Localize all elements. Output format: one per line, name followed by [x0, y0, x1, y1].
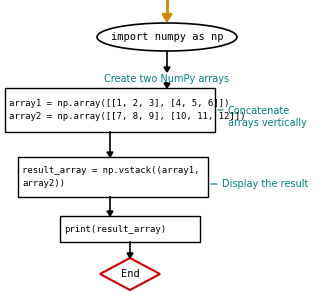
- Ellipse shape: [97, 23, 237, 51]
- FancyBboxPatch shape: [5, 88, 215, 132]
- Text: Concatenate
arrays vertically: Concatenate arrays vertically: [228, 106, 307, 128]
- Polygon shape: [164, 67, 170, 72]
- Polygon shape: [162, 14, 172, 22]
- Text: array1 = np.array([[1, 2, 3], [4, 5, 6]])
array2 = np.array([[7, 8, 9], [10, 11,: array1 = np.array([[1, 2, 3], [4, 5, 6]]…: [9, 99, 245, 121]
- Polygon shape: [107, 152, 113, 157]
- Polygon shape: [127, 253, 133, 258]
- Text: Display the result: Display the result: [222, 179, 308, 189]
- Polygon shape: [164, 83, 170, 88]
- Text: End: End: [121, 269, 139, 279]
- Text: Create two NumPy arrays: Create two NumPy arrays: [105, 74, 229, 84]
- Text: import numpy as np: import numpy as np: [111, 32, 223, 42]
- Text: print(result_array): print(result_array): [64, 225, 166, 234]
- Polygon shape: [107, 211, 113, 216]
- FancyBboxPatch shape: [60, 216, 200, 242]
- Polygon shape: [100, 258, 160, 290]
- FancyBboxPatch shape: [18, 157, 208, 197]
- Text: result_array = np.vstack((array1,
array2)): result_array = np.vstack((array1, array2…: [22, 166, 199, 188]
